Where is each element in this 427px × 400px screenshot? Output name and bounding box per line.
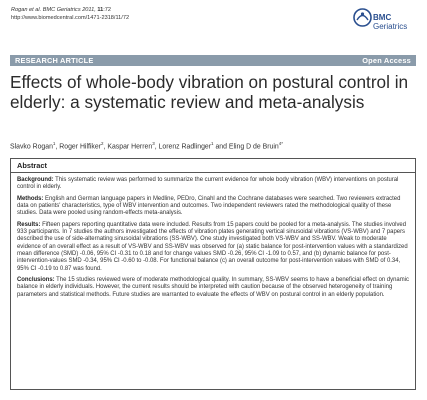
logo-line2: Geriatrics xyxy=(373,22,408,31)
abstract-methods: Methods: English and German language pap… xyxy=(17,196,409,218)
article-type-banner: RESEARCH ARTICLE Open Access xyxy=(10,55,416,66)
logo-line1: BMC xyxy=(373,13,392,22)
article-type-label: RESEARCH ARTICLE xyxy=(15,56,94,65)
abstract-results: Results: Fifteen papers reporting quanti… xyxy=(17,222,409,273)
author: Eling D de Bruin xyxy=(228,143,279,151)
author: Kaspar Herren xyxy=(107,143,153,151)
citation-authors: Rogan xyxy=(11,7,28,13)
abstract-background: Background: This systematic review was p… xyxy=(17,177,409,192)
author-affiliation: 3 xyxy=(152,141,155,146)
article-title: Effects of whole-body vibration on postu… xyxy=(10,72,409,112)
abstract-box: Abstract Background: This systematic rev… xyxy=(10,158,416,390)
open-access-label: Open Access xyxy=(362,56,411,65)
abstract-conclusions: Conclusions: The 15 studies reviewed wer… xyxy=(17,277,409,299)
author: Roger Hilfiker xyxy=(59,143,102,151)
author-affiliation: 4* xyxy=(278,141,283,146)
author-affiliation: 2 xyxy=(101,141,104,146)
citation-page: :72 xyxy=(103,7,112,13)
section-text: This systematic review was performed to … xyxy=(17,177,399,191)
author-affiliation: 1 xyxy=(211,141,214,146)
citation-line: Rogan et al. BMC Geriatrics 2011, 11:72 xyxy=(11,7,129,15)
section-label: Methods: xyxy=(17,195,44,202)
citation-header: Rogan et al. BMC Geriatrics 2011, 11:72 … xyxy=(11,7,129,22)
section-text: Fifteen papers reporting quantitative da… xyxy=(17,221,408,272)
citation-journal: et al. BMC Geriatrics 2011, xyxy=(27,7,98,13)
author: Lorenz Radlinger xyxy=(158,143,212,151)
author-list: Slavko Rogan1, Roger Hilfiker2, Kaspar H… xyxy=(10,141,283,151)
article-url[interactable]: http://www.biomedcentral.com/1471-2318/1… xyxy=(11,14,130,21)
bmc-circle-logo-icon xyxy=(353,8,372,27)
abstract-heading: Abstract xyxy=(11,159,415,173)
section-label: Results: xyxy=(17,221,41,228)
citation-volume: 11 xyxy=(97,7,104,13)
logo-text: BMC Geriatrics xyxy=(373,13,407,31)
section-text: The 15 studies reviewed were of moderate… xyxy=(17,277,409,298)
author-affiliation: 1 xyxy=(52,141,56,146)
section-label: Background: xyxy=(17,177,54,183)
author: Slavko Rogan xyxy=(10,143,53,151)
section-text: English and German language papers in Me… xyxy=(17,195,401,217)
section-label: Conclusions: xyxy=(17,277,55,284)
journal-logo: BMC Geriatrics xyxy=(353,6,413,42)
authors-conjunction: and xyxy=(215,143,227,151)
